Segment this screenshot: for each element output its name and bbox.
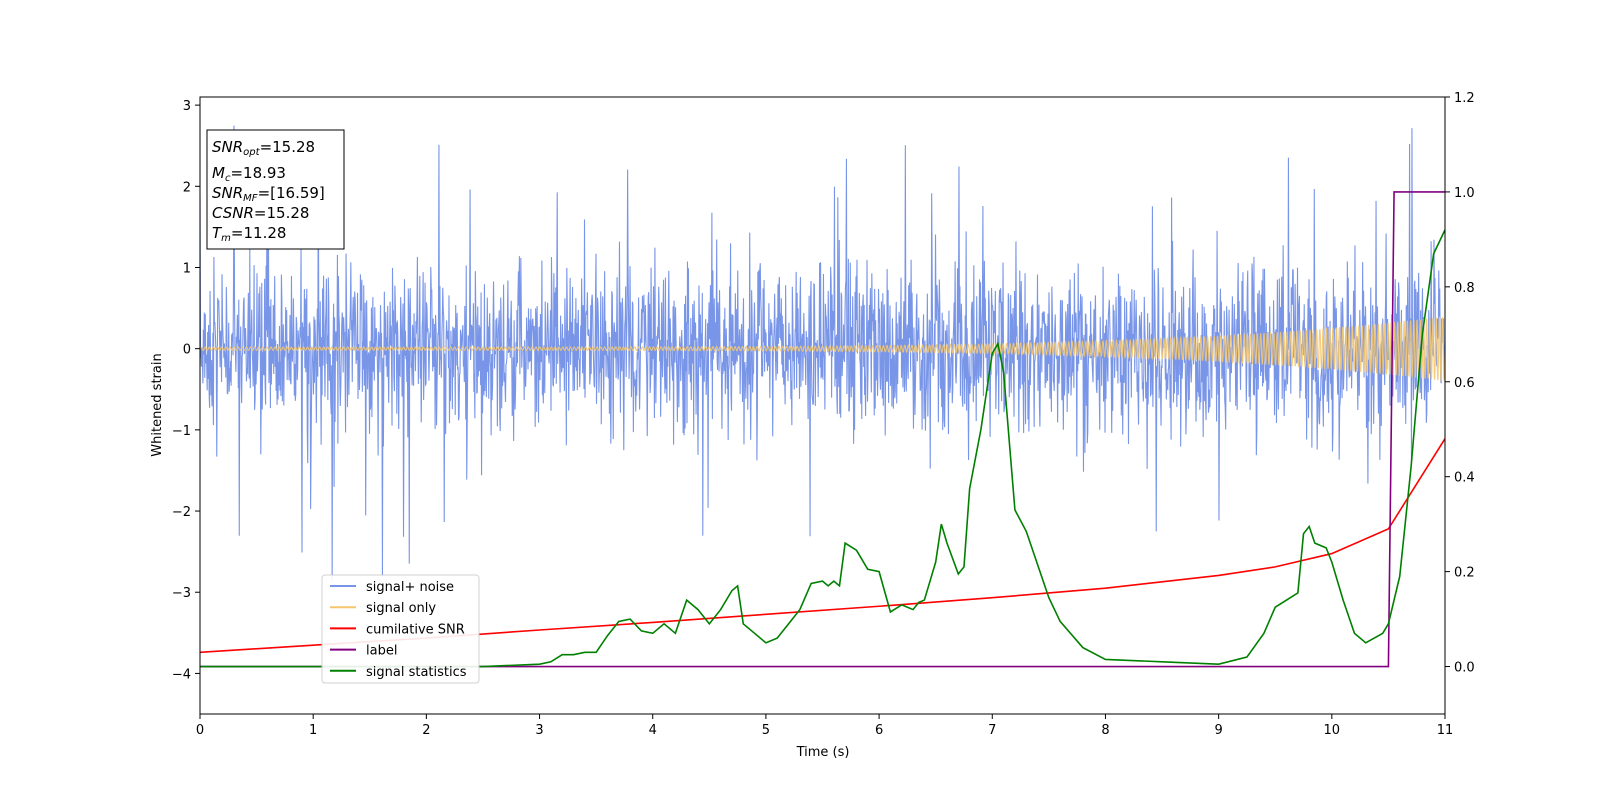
annotation-tm-value: =11.28	[231, 224, 287, 242]
x-tick-label: 6	[875, 723, 883, 738]
y2-tick-label: 0.0	[1454, 661, 1475, 676]
x-tick-label: 11	[1437, 723, 1454, 738]
series-signal-only-line	[200, 315, 1445, 381]
y-tick-label: 1	[183, 261, 191, 276]
x-tick-label: 10	[1324, 723, 1341, 738]
x-tick-label: 0	[196, 723, 204, 738]
annotation-snr-opt: SNRopt=15.28	[212, 138, 315, 158]
y2-tick-label: 1.2	[1454, 91, 1475, 106]
annotation-mc-symbol: M	[212, 164, 225, 182]
y-tick-label: −2	[172, 505, 191, 520]
annotation-mc: Mc=18.93	[212, 164, 286, 184]
legend: signal+ noise signal only cumilative SNR la…	[321, 574, 480, 684]
legend-entry: signal statistics	[366, 665, 467, 680]
y-tick-label: 0	[183, 343, 191, 358]
x-tick-label: 5	[762, 723, 770, 738]
annotation-frame	[206, 129, 345, 250]
y2-tick-label: 0.8	[1454, 281, 1475, 296]
annotation-snr-opt-value: =15.28	[260, 138, 316, 156]
annotation-snr-mf: SNRMF=[16.59]	[212, 184, 325, 204]
annotation-box: SNRopt=15.28Mc=18.93SNRMF=[16.59]CSNR=15…	[206, 129, 345, 250]
legend-entry: cumilative SNR	[366, 622, 465, 637]
series-label-line	[200, 191, 1445, 668]
y-axis-label: Whitened strain	[150, 353, 165, 456]
annotation-snr-opt-subscript: opt	[243, 147, 260, 158]
legend-entry: signal only	[366, 601, 436, 616]
annotation-mc-subscript: c	[225, 173, 231, 184]
annotation-mc-value: =18.93	[230, 164, 286, 182]
y2-tick-label: 0.2	[1454, 566, 1475, 581]
series-signal-statistics-line	[200, 229, 1445, 668]
x-tick-label: 4	[649, 723, 657, 738]
x-tick-label: 1	[309, 723, 317, 738]
y-tick-label: −1	[172, 424, 191, 439]
x-tick-label: 7	[988, 723, 996, 738]
x-tick-label: 3	[535, 723, 543, 738]
annotation-tm: Tm=11.28	[212, 224, 286, 244]
annotation-tm-symbol: T	[212, 224, 223, 242]
annotation-snr-mf-subscript: MF	[243, 193, 258, 204]
axes: 0 1 2 3 4 5 6 7 8 9 10 11 −4 −3 −2 −1 0 1 2 3 0.0 0.2 0.4 0.6 0.…	[172, 91, 1475, 738]
axes-frame	[199, 96, 1446, 715]
annotation-tm-subscript: m	[221, 233, 231, 244]
legend-entry: label	[366, 644, 397, 659]
y-tick-label: 3	[183, 99, 191, 114]
annotation-snr-opt-symbol: SNR	[212, 138, 243, 156]
legend-entry: signal+ noise	[366, 580, 454, 595]
y2-tick-label: 0.4	[1454, 471, 1475, 486]
annotation-csnr-value: =15.28	[254, 204, 310, 222]
y2-tick-label: 1.0	[1454, 186, 1475, 201]
legend-frame	[321, 574, 480, 684]
x-tick-label: 9	[1214, 723, 1222, 738]
annotation-csnr-symbol: CSNR	[212, 204, 254, 222]
y-tick-label: −3	[172, 586, 191, 601]
annotation-snr-mf-value: =[16.59]	[258, 184, 325, 202]
annotation-csnr: CSNR=15.28	[212, 204, 309, 222]
y2-tick-label: 0.6	[1454, 376, 1475, 391]
x-tick-label: 8	[1101, 723, 1109, 738]
y-tick-label: 2	[183, 180, 191, 195]
x-axis-label: Time (s)	[796, 745, 850, 760]
x-tick-label: 2	[422, 723, 430, 738]
annotation-snr-mf-symbol: SNR	[212, 184, 243, 202]
y-tick-label: −4	[172, 667, 191, 682]
